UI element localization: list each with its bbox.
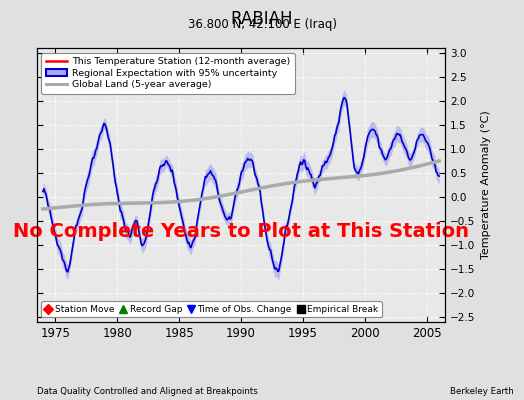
Text: Data Quality Controlled and Aligned at Breakpoints: Data Quality Controlled and Aligned at B… [37, 387, 257, 396]
Text: RABIAH: RABIAH [231, 10, 293, 28]
Text: Berkeley Earth: Berkeley Earth [450, 387, 514, 396]
Text: No Complete Years to Plot at This Station: No Complete Years to Plot at This Statio… [13, 222, 469, 241]
Y-axis label: Temperature Anomaly (°C): Temperature Anomaly (°C) [481, 111, 491, 259]
Legend: Station Move, Record Gap, Time of Obs. Change, Empirical Break: Station Move, Record Gap, Time of Obs. C… [41, 301, 382, 318]
Text: 36.800 N, 42.100 E (Iraq): 36.800 N, 42.100 E (Iraq) [188, 18, 336, 31]
